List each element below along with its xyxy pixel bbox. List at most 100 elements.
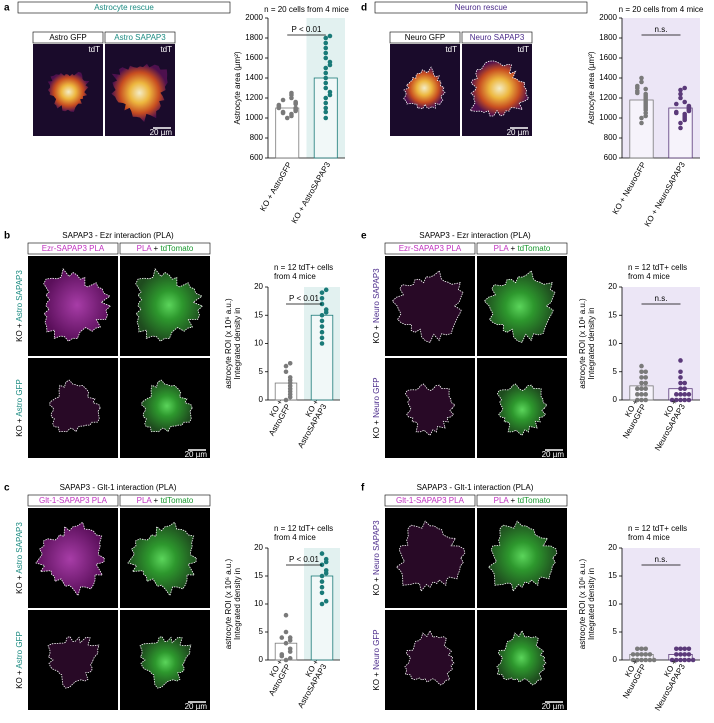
y-tick-label: 5 <box>613 367 618 376</box>
image-label-part: tdTomato <box>160 244 193 253</box>
point <box>323 100 329 106</box>
row-label-part: Astro GFP <box>15 631 24 668</box>
y-tick-label: 600 <box>250 153 264 162</box>
point <box>678 386 683 392</box>
point <box>323 80 329 86</box>
point <box>674 652 679 657</box>
cell <box>404 630 454 685</box>
header-box <box>374 1 588 14</box>
cell-outline <box>391 270 464 343</box>
subtitle: SAPAP3 - Glt-1 interaction (PLA) <box>60 483 177 492</box>
y-tick-label: 1400 <box>599 73 617 82</box>
y-tick-label: 1000 <box>245 113 263 122</box>
point <box>669 397 675 403</box>
cell-outline <box>47 636 100 689</box>
annotation: n.s. <box>655 25 668 34</box>
x-tick-label-line: KO + NeuroGFP <box>611 161 648 217</box>
point <box>678 358 683 363</box>
y-tick-label: 1600 <box>599 53 617 62</box>
image-label-part: tdTomato <box>160 496 193 505</box>
row-label: KO + Astro SAPAP3 <box>15 270 24 342</box>
point <box>323 75 329 81</box>
image-label-part: + <box>508 496 517 505</box>
y-tick-label: 20 <box>608 543 617 552</box>
point <box>284 115 290 121</box>
point <box>276 102 282 108</box>
cell <box>470 60 529 116</box>
image-label: Astro GFP <box>49 33 86 42</box>
panel-letter: e <box>361 231 367 242</box>
x-tick-label: KO + AstroGFP <box>258 161 293 213</box>
point <box>323 598 329 604</box>
point <box>643 657 648 663</box>
point <box>287 656 293 661</box>
y-tick-label: 800 <box>604 133 618 142</box>
chart-title: n = 12 tdT+ cells <box>274 263 333 272</box>
image-label-box <box>476 242 568 255</box>
point <box>635 657 640 663</box>
row-label-part: Neuro SAPAP3 <box>372 520 381 575</box>
chart-title: n = 12 tdT+ cells <box>628 263 687 272</box>
point <box>279 635 285 640</box>
row-label: KO + Astro GFP <box>15 379 24 437</box>
point <box>647 657 653 663</box>
point <box>678 392 683 397</box>
cell <box>497 384 547 436</box>
header-box <box>17 1 231 14</box>
point <box>682 392 687 397</box>
image-label-part: + <box>151 496 160 505</box>
y-tick-label: 1800 <box>599 33 617 42</box>
chart-title: from 4 mice <box>274 533 316 542</box>
point <box>283 629 289 635</box>
y-tick-label: 15 <box>254 310 263 319</box>
point <box>319 584 325 590</box>
row-label-part: KO + <box>15 574 24 594</box>
annotation: P < 0.01 <box>292 25 322 34</box>
point <box>319 329 325 335</box>
point <box>283 397 289 403</box>
cell-outline <box>139 636 192 689</box>
cell-outline <box>141 379 193 433</box>
point <box>643 91 648 97</box>
point <box>327 59 333 65</box>
point <box>639 115 644 121</box>
point <box>293 99 298 105</box>
annotation: P < 0.01 <box>289 555 319 564</box>
cell-outline <box>487 520 558 593</box>
y-tick-label: 5 <box>613 627 618 636</box>
cell-outline <box>404 383 456 437</box>
point <box>639 369 644 375</box>
point <box>674 397 679 403</box>
point <box>287 635 293 640</box>
scale-label: 20 µm <box>507 128 530 137</box>
y-tick-label: 10 <box>254 599 263 608</box>
point <box>674 646 679 652</box>
point <box>635 397 640 403</box>
header: Astrocyte rescue <box>94 3 154 12</box>
y-tick-label: 1000 <box>599 113 617 122</box>
image-label-part: Glt-1-SAPAP3 PLA <box>396 496 465 505</box>
point <box>319 573 325 579</box>
row-label-part: KO + <box>372 418 381 439</box>
y-tick-label: 0 <box>259 655 264 664</box>
point <box>323 65 329 71</box>
panel-letter: f <box>361 483 365 494</box>
point <box>319 335 325 341</box>
point <box>319 312 325 318</box>
y-tick-label: 800 <box>250 133 264 142</box>
row-label-part: Astro GFP <box>15 379 24 416</box>
row-label: KO + Neuro GFP <box>372 629 381 690</box>
cell <box>49 380 101 432</box>
point <box>678 646 683 652</box>
y-axis-label: Integrated density in <box>233 568 242 640</box>
point <box>678 91 683 97</box>
point <box>327 33 333 39</box>
row-label-part: KO + <box>15 669 24 689</box>
point <box>639 657 644 663</box>
point <box>323 55 329 61</box>
point <box>323 40 329 46</box>
image-label-part: tdTomato <box>517 496 550 505</box>
chart-title: from 4 mice <box>628 272 670 281</box>
point <box>323 105 329 111</box>
point <box>643 652 648 657</box>
